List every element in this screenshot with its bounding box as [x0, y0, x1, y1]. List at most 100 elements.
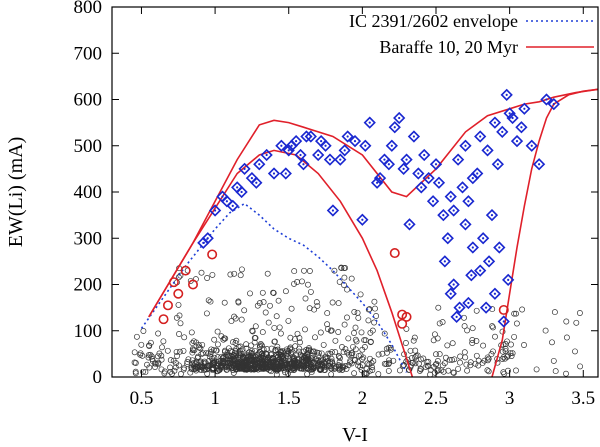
field-star-point [249, 327, 256, 334]
field-star-point [284, 351, 291, 358]
member-diamond-dot [467, 301, 470, 305]
member-diamond-dot [302, 163, 305, 166]
member-diamond-dot [390, 144, 393, 147]
field-star-point [343, 365, 350, 372]
field-star-point [249, 356, 256, 363]
member-diamond [456, 181, 469, 194]
field-star-point [263, 351, 270, 358]
member-diamond [403, 218, 416, 231]
field-star-point [207, 298, 214, 305]
field-star-point [211, 336, 218, 343]
field-star-point [213, 347, 220, 354]
field-star-point [480, 342, 487, 349]
field-star-point [177, 320, 184, 327]
field-star-point [342, 363, 349, 369]
field-star-point [267, 302, 273, 309]
field-star-point [205, 365, 212, 372]
field-star-point [345, 335, 352, 342]
member-diamond-dot [284, 172, 287, 175]
field-star-point [500, 369, 507, 376]
field-star-point [155, 330, 162, 337]
member-diamond-dot [402, 167, 405, 170]
field-star-point [292, 336, 298, 343]
member-diamond [250, 176, 263, 189]
field-star-point [232, 315, 239, 322]
field-star-point [502, 345, 509, 352]
field-star-point [257, 341, 264, 347]
field-star-point [521, 342, 527, 348]
field-star-point [329, 358, 336, 365]
member-diamond-dot [476, 172, 479, 175]
member-diamond-dot [423, 153, 426, 157]
field-star-point [193, 359, 200, 365]
member-diamond [488, 287, 502, 300]
field-star-point [251, 339, 258, 346]
field-star-point [551, 309, 558, 316]
field-star-point [260, 299, 267, 306]
field-star-point [467, 359, 474, 366]
field-star-point [469, 325, 476, 332]
field-star-point [201, 358, 208, 365]
field-star-point [231, 313, 238, 320]
field-star-point [176, 331, 182, 337]
field-star-point [185, 356, 192, 363]
field-star-point [502, 341, 509, 347]
field-star-point [449, 356, 455, 363]
field-star-point [314, 302, 321, 309]
field-star-point [464, 367, 471, 374]
member-diamond [451, 153, 465, 166]
baraffe-curve [491, 88, 599, 378]
field-star-point [221, 299, 228, 306]
field-star-point [490, 324, 496, 331]
member-diamond [532, 158, 546, 171]
field-star-point [175, 301, 182, 308]
member-diamond [208, 204, 222, 217]
field-star-point [351, 309, 358, 315]
field-star-point [264, 270, 271, 277]
field-star-point [259, 329, 266, 336]
field-star-point [277, 330, 284, 337]
member-diamond [359, 139, 372, 152]
field-star-point [230, 360, 237, 367]
member-diamond [267, 167, 281, 180]
red-circles-layer [158, 248, 509, 329]
field-star-point [359, 356, 366, 362]
member-diamond [447, 278, 460, 291]
field-star-point [327, 350, 334, 357]
x-tick-label: 1.5 [277, 388, 301, 409]
field-star-point [249, 328, 256, 335]
member-diamond-dot [493, 121, 497, 124]
field-star-point [181, 334, 188, 341]
member-diamond [547, 97, 560, 111]
member-diamond [279, 167, 292, 180]
field-star-point [287, 344, 294, 351]
member-diamond-dot [290, 144, 293, 147]
field-star-point [252, 323, 259, 330]
field-star-point [563, 370, 569, 377]
member-diamond-dot [484, 306, 488, 309]
field-star-point [412, 347, 419, 354]
member-diamond-dot [417, 172, 420, 175]
field-star-point [237, 354, 244, 361]
member-diamond-dot [202, 241, 205, 244]
member-diamond [503, 107, 516, 120]
member-diamond-dot [243, 167, 246, 170]
field-star-point [268, 345, 275, 352]
field-star-point [369, 327, 376, 334]
y-tick-label: 300 [74, 228, 103, 249]
member-diamond-dot [446, 237, 449, 240]
field-star-point [366, 361, 373, 368]
field-star-point [302, 353, 309, 360]
member-diamond [388, 121, 401, 134]
field-star-point [146, 364, 153, 371]
field-star-point [320, 356, 327, 363]
field-star-point [296, 345, 303, 352]
field-star-point [239, 346, 246, 353]
field-star-point [348, 350, 355, 357]
member-diamond-dot [482, 237, 485, 240]
field-star-point [194, 365, 201, 372]
member-diamond [506, 111, 519, 125]
field-star-point [519, 306, 526, 313]
field-star-point [383, 345, 390, 352]
